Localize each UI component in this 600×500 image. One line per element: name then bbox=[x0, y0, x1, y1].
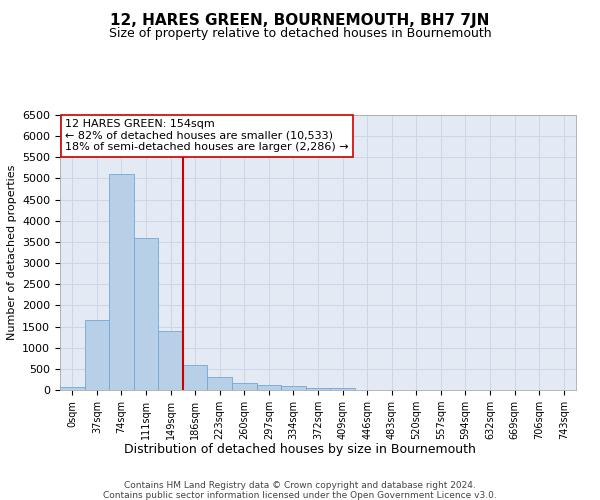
Text: Contains public sector information licensed under the Open Government Licence v3: Contains public sector information licen… bbox=[103, 491, 497, 500]
Bar bbox=[232, 384, 257, 390]
Bar bbox=[109, 174, 134, 390]
Bar bbox=[208, 377, 232, 390]
Text: 12 HARES GREEN: 154sqm
← 82% of detached houses are smaller (10,533)
18% of semi: 12 HARES GREEN: 154sqm ← 82% of detached… bbox=[65, 119, 349, 152]
Bar bbox=[183, 366, 208, 390]
Bar bbox=[330, 388, 355, 390]
Bar bbox=[60, 387, 85, 390]
Bar bbox=[134, 238, 158, 390]
Bar bbox=[158, 331, 183, 390]
Bar bbox=[257, 384, 281, 390]
Bar bbox=[85, 320, 109, 390]
Bar bbox=[306, 388, 330, 390]
Text: Distribution of detached houses by size in Bournemouth: Distribution of detached houses by size … bbox=[124, 442, 476, 456]
Y-axis label: Number of detached properties: Number of detached properties bbox=[7, 165, 17, 340]
Text: Contains HM Land Registry data © Crown copyright and database right 2024.: Contains HM Land Registry data © Crown c… bbox=[124, 481, 476, 490]
Bar bbox=[281, 386, 306, 390]
Text: Size of property relative to detached houses in Bournemouth: Size of property relative to detached ho… bbox=[109, 28, 491, 40]
Text: 12, HARES GREEN, BOURNEMOUTH, BH7 7JN: 12, HARES GREEN, BOURNEMOUTH, BH7 7JN bbox=[110, 12, 490, 28]
